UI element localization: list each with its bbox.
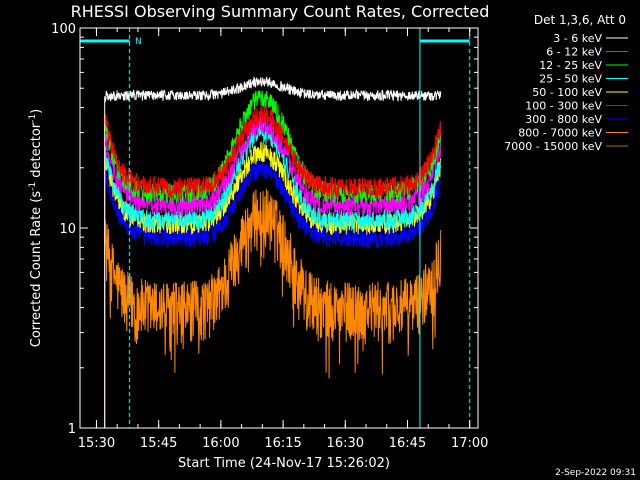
x-tick-label: 16:30 xyxy=(327,436,364,451)
x-axis-label: Start Time (24-Nov-17 15:26:02) xyxy=(178,456,390,471)
legend-label: 3 - 6 keV xyxy=(553,32,602,45)
legend-label: 100 - 300 keV xyxy=(525,100,602,113)
tick-layer xyxy=(80,27,478,429)
legend-label: 800 - 7000 keV xyxy=(518,127,602,140)
x-tick-labels: 15:30 15:45 16:00 16:15 16:30 16:45 17:00 xyxy=(78,436,489,451)
y-tick-label: 100 xyxy=(51,22,76,37)
series-line-3 xyxy=(104,122,442,428)
y-tick-labels: 1 10 100 xyxy=(51,22,76,437)
x-tick-label: 16:15 xyxy=(264,436,301,451)
x-tick-label: 16:00 xyxy=(202,436,239,451)
legend-label: 50 - 100 keV xyxy=(532,86,602,99)
series-line-1 xyxy=(104,114,442,428)
series-layer xyxy=(104,76,442,428)
x-tick-label: 16:45 xyxy=(389,436,426,451)
x-tick-label: 15:30 xyxy=(78,436,115,451)
annotation-flag: N xyxy=(135,37,142,47)
legend-title: Det 1,3,6, Att 0 xyxy=(534,13,626,27)
series-line-7 xyxy=(104,188,442,428)
legend-label: 12 - 25 keV xyxy=(539,59,602,72)
x-tick-label: 15:45 xyxy=(140,436,177,451)
x-tick-label: 17:00 xyxy=(451,436,488,451)
legend-label: 25 - 50 keV xyxy=(539,73,602,86)
chart-title: RHESSI Observing Summary Count Rates, Co… xyxy=(71,2,490,21)
y-tick-label: 10 xyxy=(59,222,76,237)
series-line-5 xyxy=(104,105,442,428)
series-line-0 xyxy=(104,76,442,428)
y-tick-label: 1 xyxy=(68,422,76,437)
legend-label: 7000 - 15000 keV xyxy=(504,140,602,153)
legend-label: 300 - 800 keV xyxy=(525,113,602,126)
legend-label: 6 - 12 keV xyxy=(546,46,602,59)
footer-timestamp: 2-Sep-2022 09:31 xyxy=(555,468,636,478)
y-axis-label: Corrected Count Rate (s-1 detector-1) xyxy=(28,109,44,347)
